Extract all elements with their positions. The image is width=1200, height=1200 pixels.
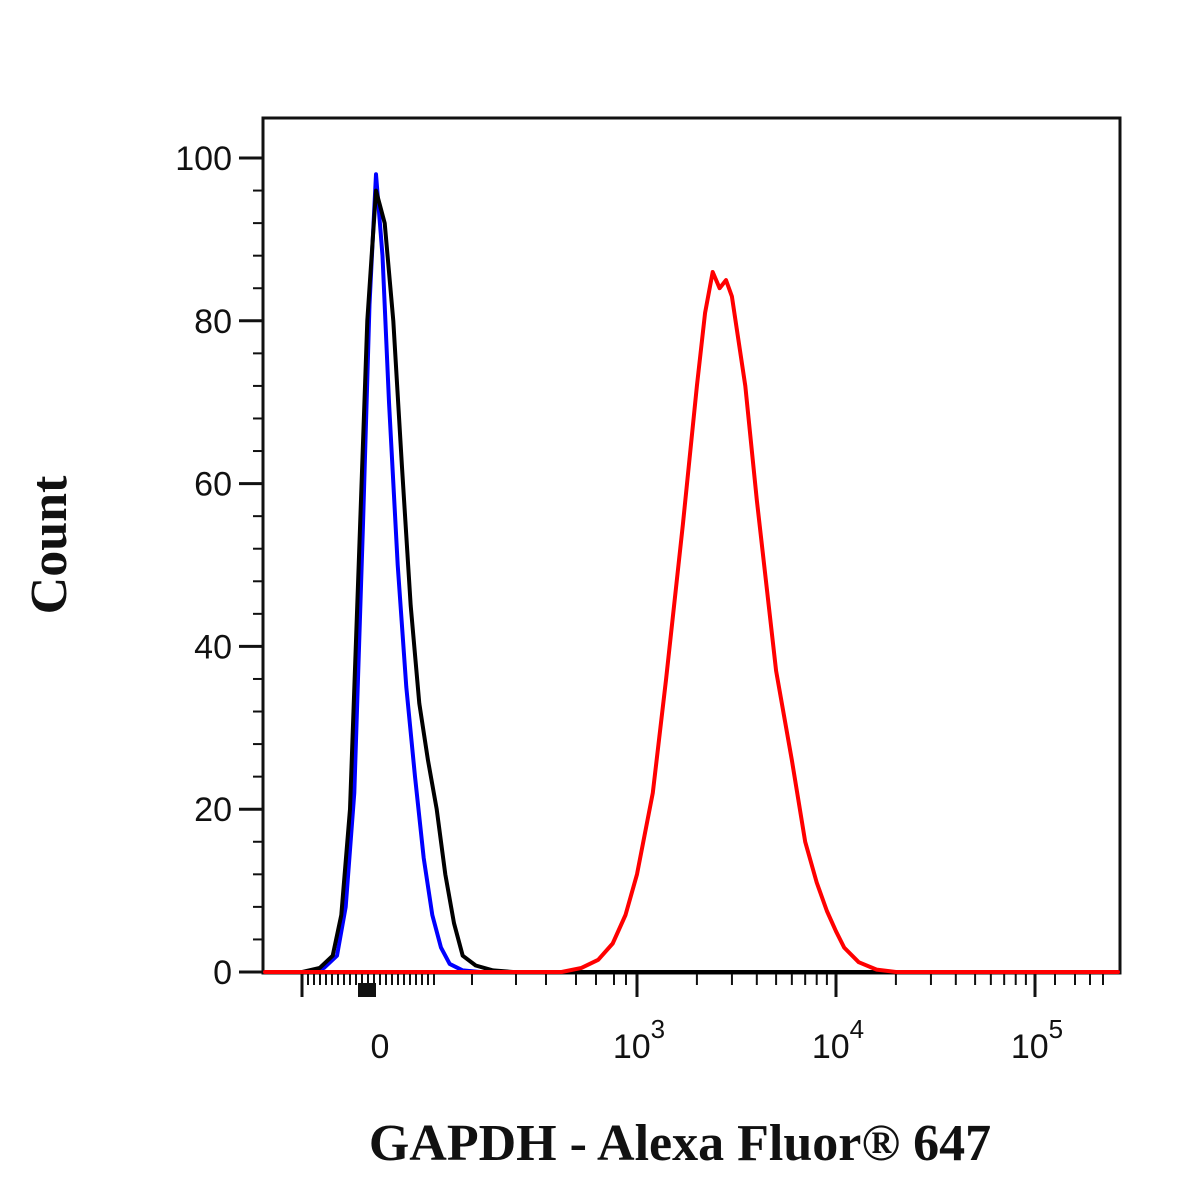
histogram-series-2 [263,188,1120,974]
y-axis: 0 20 40 60 80 100 [175,140,263,992]
histogram-series-1 [263,172,1120,974]
y-tick-label: 80 [194,303,232,341]
x-tick-label: 103 [613,1014,665,1066]
y-tick-label: 20 [194,791,232,829]
y-tick-label: 40 [194,628,232,666]
plot-area-frame [261,116,1122,975]
x-tick-exponent: 5 [1049,1014,1063,1044]
x-tick-exponent: 4 [850,1014,864,1044]
x-tick-label: 104 [812,1014,864,1066]
y-tick-label: 100 [175,140,232,178]
y-tick-label: 0 [213,954,232,992]
x-tick-label: 105 [1011,1014,1063,1066]
x-axis: 0 103 104 105 [300,973,1104,1066]
histogram-series-3 [263,270,1120,974]
x-axis-title: GAPDH - Alexa Fluor® 647 [369,1115,991,1172]
series-group [263,172,1120,974]
y-tick-label: 60 [194,466,232,504]
y-axis-title: Count [21,475,78,614]
zero-marker [358,983,376,997]
x-tick-exponent: 3 [651,1014,665,1044]
x-tick-label: 0 [371,1028,390,1066]
